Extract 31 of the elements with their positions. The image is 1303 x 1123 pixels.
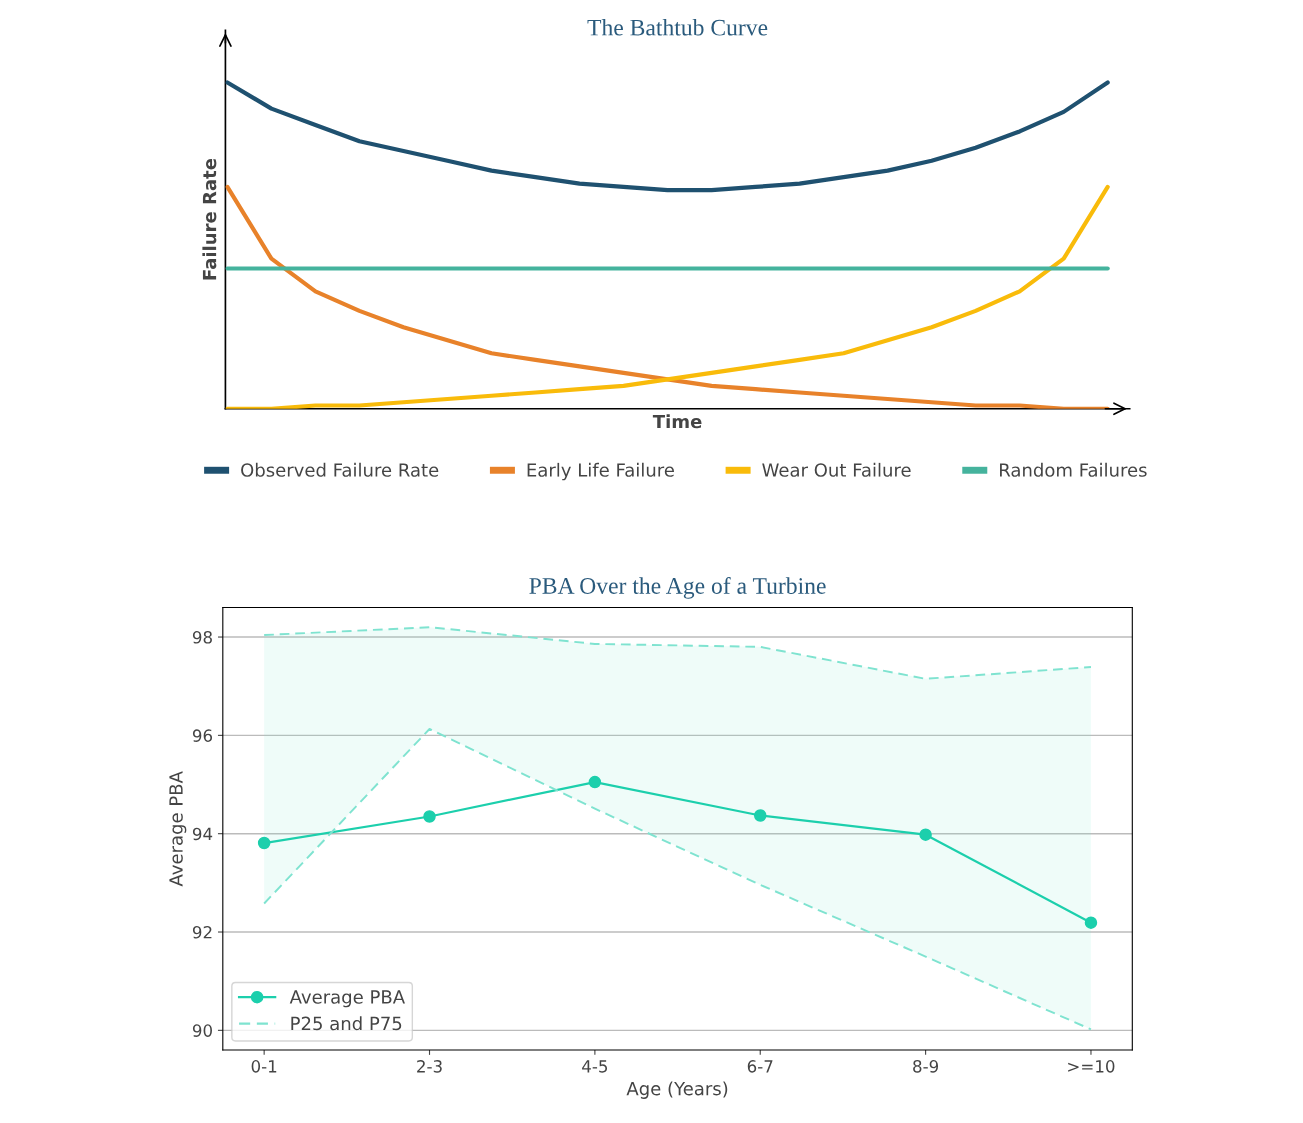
x-tick-label: 8-9: [913, 1060, 939, 1073]
x-tick-label: >=10: [1068, 1060, 1115, 1073]
x-tick-label: 0-1: [251, 1060, 277, 1073]
legend-label: Random Failures: [1000, 462, 1147, 477]
x-tick-label: 6-7: [747, 1060, 773, 1073]
y-tick-label: 90: [192, 1024, 212, 1037]
x-tick-label: 4-5: [582, 1060, 608, 1073]
point: [423, 810, 436, 823]
legend-label: Wear Out Failure: [762, 462, 911, 477]
line-series: [263, 728, 1092, 1031]
x-axis-title: Time: [652, 414, 702, 429]
y-axis-title: Average PBA: [169, 771, 187, 887]
y-tick-label: 98: [192, 631, 212, 644]
legend-label: Observed Failure Rate: [241, 462, 439, 477]
x-tick-label: 2-3: [417, 1060, 442, 1073]
chart-title: The Bathtub Curve: [587, 18, 768, 36]
legend-label: P25 and P75: [291, 1016, 402, 1031]
point: [588, 775, 602, 789]
y-tick-label: 94: [192, 827, 213, 841]
chart-title: PBA Over the Age of a Turbine: [529, 577, 826, 599]
point: [919, 828, 932, 841]
y-tick-label: 96: [192, 729, 213, 742]
y-tick-label: 92: [192, 925, 212, 939]
point: [753, 809, 767, 822]
y-axis-title: Failure Rate: [202, 158, 217, 280]
line-series: [263, 626, 1092, 680]
point: [1084, 916, 1098, 929]
legend-label: Early Life Failure: [527, 462, 674, 481]
point: [257, 836, 271, 850]
x-axis-title: Age (Years): [626, 1081, 728, 1099]
legend-label: Average PBA: [289, 990, 405, 1008]
